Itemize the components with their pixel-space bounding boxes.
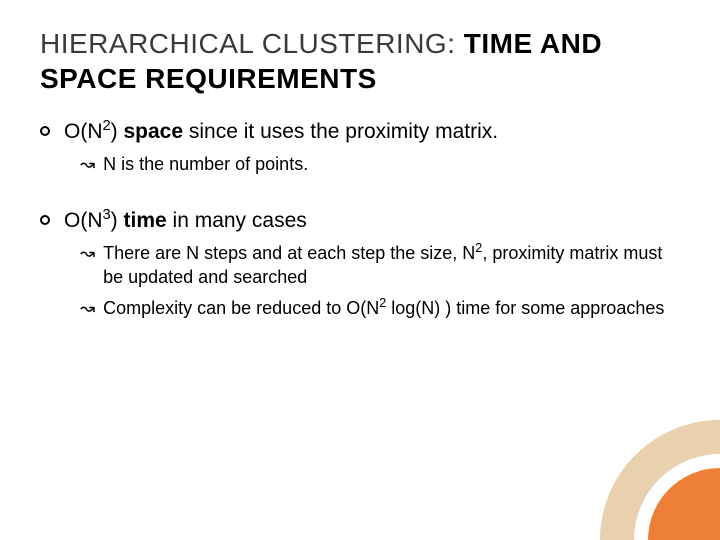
bullet-time-sub2: ↝ Complexity can be reduced to O(N2 log(… [80, 296, 680, 320]
corner-gap [634, 454, 720, 540]
arrow-icon: ↝ [80, 152, 95, 176]
bullet-space: O(N2) space since it uses the proximity … [40, 118, 680, 146]
bullet-space-text: O(N2) space since it uses the proximity … [64, 118, 680, 146]
bullet-space-sub1: ↝ N is the number of points. [80, 152, 680, 176]
bullet-time-sub1: ↝ There are N steps and at each step the… [80, 241, 680, 290]
corner-decor [600, 420, 720, 540]
hollow-circle-icon [40, 126, 50, 136]
corner-inner-arc [648, 468, 720, 540]
bullet-time-text: O(N3) time in many cases [64, 207, 680, 235]
hollow-circle-icon [40, 215, 50, 225]
bullet-time-sub2-text: Complexity can be reduced to O(N2 log(N)… [103, 296, 680, 320]
bullet-time: O(N3) time in many cases [40, 207, 680, 235]
bullet-time-sub1-text: There are N steps and at each step the s… [103, 241, 680, 290]
arrow-icon: ↝ [80, 241, 95, 265]
slide: HIERARCHICAL CLUSTERING: TIME AND SPACE … [0, 0, 720, 540]
corner-outer-arc [600, 420, 720, 540]
spacer [40, 179, 680, 197]
bullet-space-sub1-text: N is the number of points. [103, 152, 680, 176]
slide-title: HIERARCHICAL CLUSTERING: TIME AND SPACE … [40, 26, 680, 96]
title-part-light: HIERARCHICAL CLUSTERING: [40, 28, 464, 59]
arrow-icon: ↝ [80, 296, 95, 320]
